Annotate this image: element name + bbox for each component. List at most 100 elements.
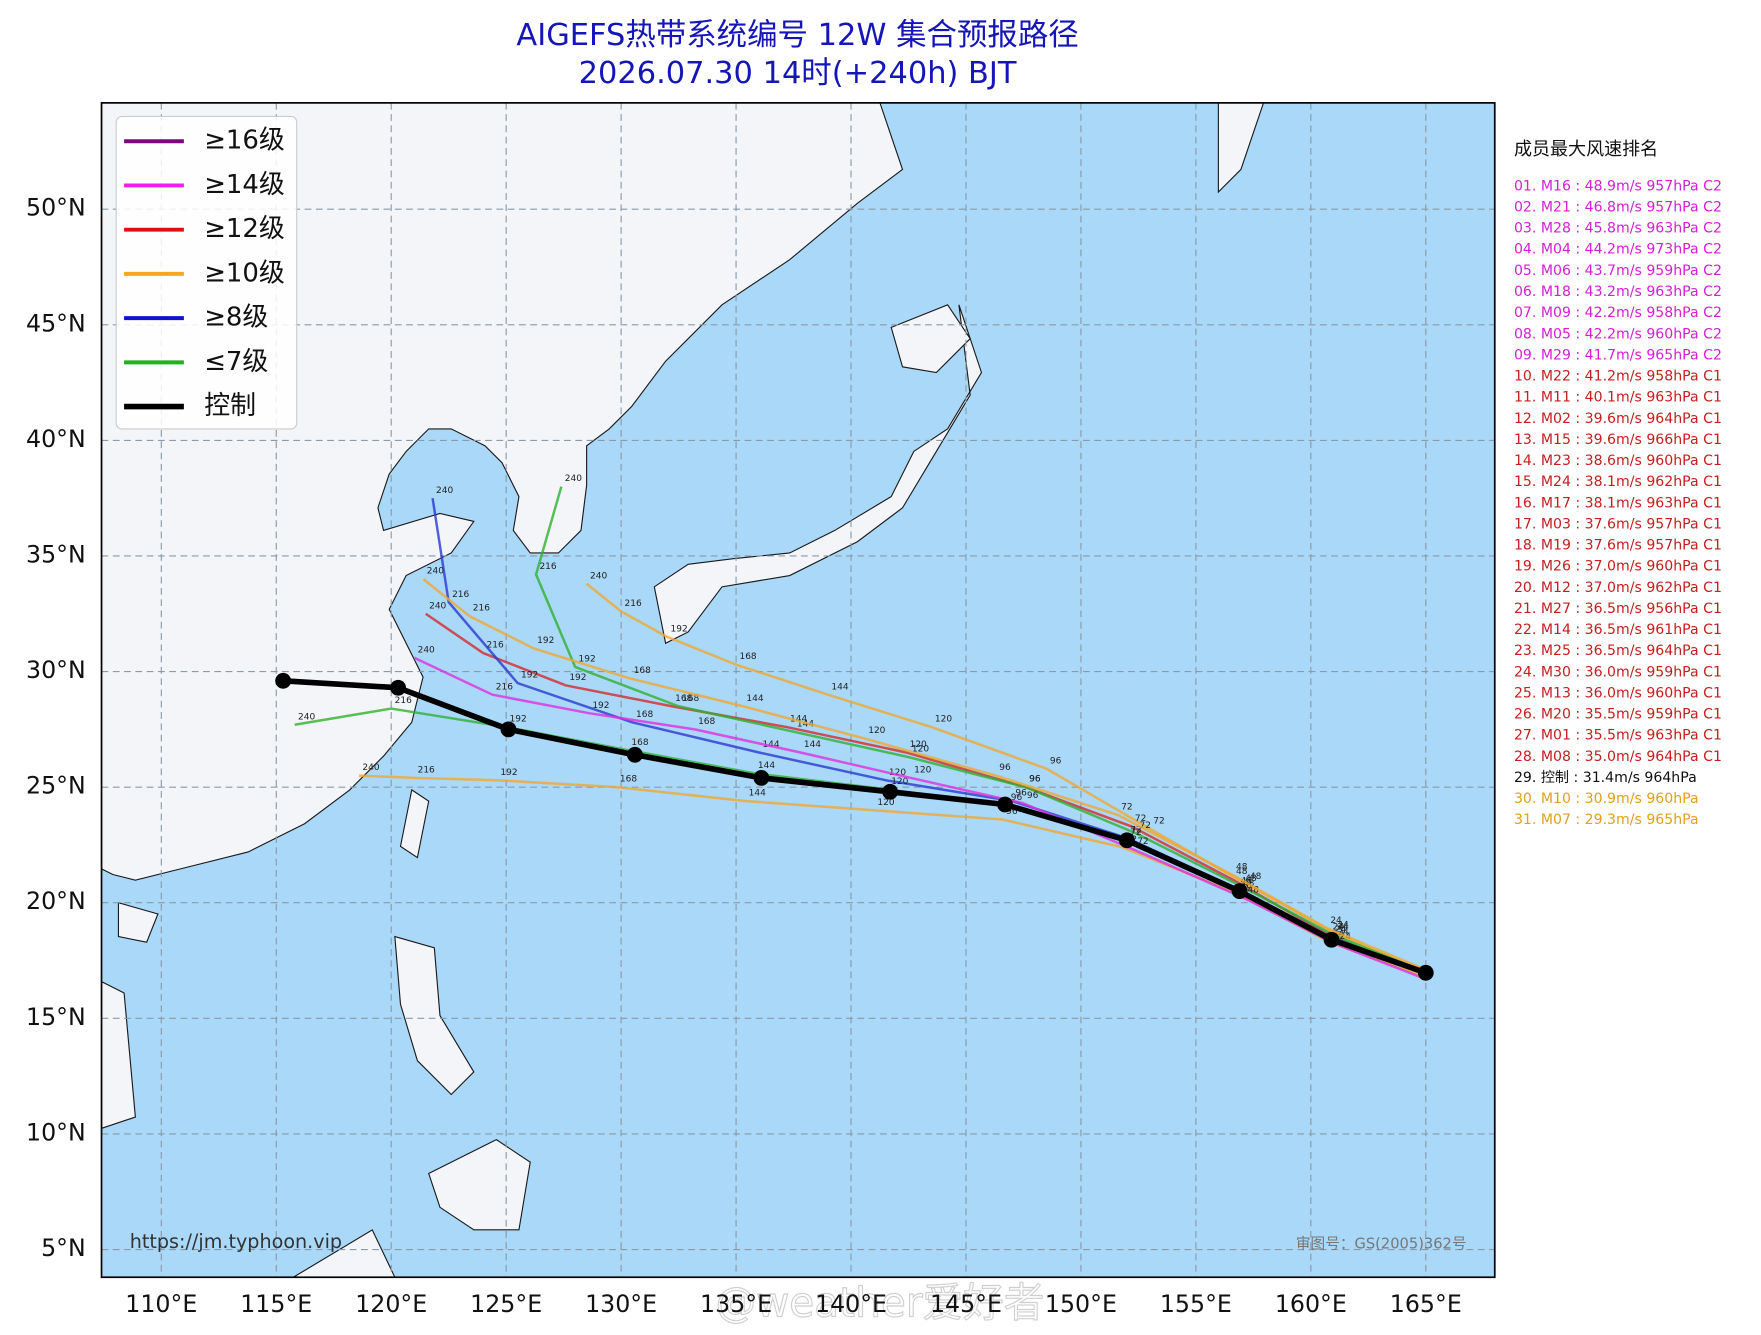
ranking-entry: 23. M25 : 36.5m/s 964hPa C1 (1514, 643, 1722, 659)
hour-label: 192 (500, 768, 517, 778)
ranking-entry: 26. M20 : 35.5m/s 959hPa C1 (1514, 707, 1722, 723)
land (427, 1138, 531, 1231)
hour-label: 24 (1335, 925, 1347, 935)
hour-label: 240 (427, 567, 444, 577)
hour-label: 168 (675, 694, 692, 704)
hour-label: 48 (1241, 881, 1253, 891)
ranking-entry: 31. M07 : 29.3m/s 965hPa (1514, 812, 1699, 828)
hour-label: 168 (631, 738, 648, 748)
hour-label: 168 (739, 652, 756, 662)
land (399, 788, 430, 859)
hour-label: 48 (1250, 872, 1262, 882)
hour-label: 192 (592, 701, 609, 711)
frame (100, 102, 1496, 1279)
hour-label: 96 (1011, 793, 1023, 803)
land (101, 981, 136, 1129)
legend-label: ≥14级 (204, 170, 285, 200)
ranking-entry: 03. M28 : 45.8m/s 963hPa C2 (1514, 221, 1722, 237)
x-tick-label: 115°E (240, 1290, 312, 1318)
hour-label: 240 (362, 763, 379, 773)
hour-label: 120 (914, 766, 931, 776)
hour-label: 240 (436, 486, 453, 496)
hour-label: 24 (1333, 923, 1345, 933)
ranking-entry: 29. 控制 : 31.4m/s 964hPa (1514, 770, 1697, 786)
hour-label: 120 (889, 768, 906, 778)
hour-label: 120 (935, 715, 952, 725)
control-point (500, 721, 517, 738)
ranking-entry: 24. M30 : 36.0m/s 959hPa C1 (1514, 664, 1722, 680)
hour-label: 240 (298, 712, 315, 722)
y-tick-label: 35°N (26, 540, 86, 568)
chart-subtitle: 2026.07.30 14时(+240h) BJT (579, 56, 1017, 91)
legend-label: ≥10级 (204, 258, 285, 288)
legend-label: ≥8级 (204, 303, 268, 333)
land (292, 1229, 396, 1278)
ranking-entry: 02. M21 : 46.8m/s 957hPa C2 (1514, 199, 1722, 215)
x-tick-label: 110°E (125, 1290, 197, 1318)
member-track (534, 486, 1427, 974)
ranking-entry: 28. M08 : 35.0m/s 964hPa C1 (1514, 749, 1722, 765)
ranking-entry: 16. M17 : 38.1m/s 963hPa C1 (1514, 495, 1722, 511)
hour-label: 72 (1130, 826, 1141, 836)
hour-label: 96 (1027, 791, 1039, 801)
y-tick-label: 5°N (41, 1234, 86, 1262)
member-track (422, 578, 1427, 971)
ranking: 成员最大风速排名 01. M16 : 48.9m/s 957hPa C2 02. … (1514, 139, 1722, 828)
hour-label: 48 (1236, 863, 1248, 873)
hour-label: 24 (1333, 930, 1345, 940)
hour-label: 72 (1135, 814, 1146, 824)
y-tick-label: 30°N (26, 656, 86, 684)
hour-label: 72 (1153, 816, 1164, 826)
hour-label: 96 (1050, 756, 1062, 766)
chart-title: AIGEFS热带系统编号 12W 集合预报路径 (516, 18, 1078, 53)
hour-label: 120 (912, 745, 929, 755)
control-point (275, 672, 292, 689)
y-tick-label: 45°N (26, 309, 86, 337)
land (117, 901, 159, 943)
hour-label: 240 (429, 601, 446, 611)
land (1217, 102, 1265, 194)
hour-label: 120 (891, 777, 908, 787)
hour-label: 72 (1139, 821, 1150, 831)
ranking-entry: 18. M19 : 37.6m/s 957hPa C1 (1514, 538, 1722, 554)
x-tick-label: 140°E (815, 1290, 887, 1318)
hour-label: 24 (1337, 923, 1349, 933)
legend-label: ≥12级 (204, 214, 285, 244)
hour-label: 216 (418, 766, 435, 776)
hour-label: 24 (1330, 916, 1342, 926)
ranking-entry: 04. M04 : 44.2m/s 973hPa C2 (1514, 242, 1722, 258)
ranking-entry: 30. M10 : 30.9m/s 960hPa (1514, 791, 1699, 807)
ranking-entry: 05. M06 : 43.7m/s 959hPa C2 (1514, 263, 1722, 279)
y-tick-label: 40°N (26, 425, 86, 453)
y-tick-label: 50°N (26, 194, 86, 222)
ranking-entry: 10. M22 : 41.2m/s 958hPa C1 (1514, 369, 1722, 385)
land (101, 102, 904, 881)
x-tick-label: 160°E (1275, 1290, 1347, 1318)
hour-label: 192 (521, 671, 538, 681)
ranking-entry: 01. M16 : 48.9m/s 957hPa C2 (1514, 178, 1722, 194)
ranking-entry: 07. M09 : 42.2m/s 958hPa C2 (1514, 305, 1722, 321)
hour-label: 48 (1236, 867, 1248, 877)
x-tick-label: 150°E (1045, 1290, 1117, 1318)
hour-label: 96 (1015, 789, 1027, 799)
control-point (1119, 832, 1135, 849)
ranking-entry: 12. M02 : 39.6m/s 964hPa C1 (1514, 411, 1722, 427)
hour-label: 48 (1245, 874, 1257, 884)
legend-box (115, 115, 298, 430)
legend-label: ≥16级 (204, 126, 285, 156)
control-point (1417, 964, 1434, 981)
land (394, 935, 475, 1096)
x-tick-label: 125°E (470, 1290, 542, 1318)
hour-label: 192 (569, 673, 586, 683)
hour-label: 144 (758, 761, 775, 771)
y-tick-label: 10°N (26, 1118, 86, 1146)
hour-label: 240 (565, 474, 582, 484)
hour-label: 144 (797, 719, 814, 729)
x-tick-label: 130°E (585, 1290, 657, 1318)
map-approval: 审图号：GS(2005)362号 (1296, 1236, 1467, 1253)
ranking-entry: 20. M12 : 37.0m/s 962hPa C1 (1514, 580, 1722, 596)
ranking-entry: 06. M18 : 43.2m/s 963hPa C2 (1514, 284, 1722, 300)
source: https://jm.typhoon.vip (130, 1230, 342, 1253)
